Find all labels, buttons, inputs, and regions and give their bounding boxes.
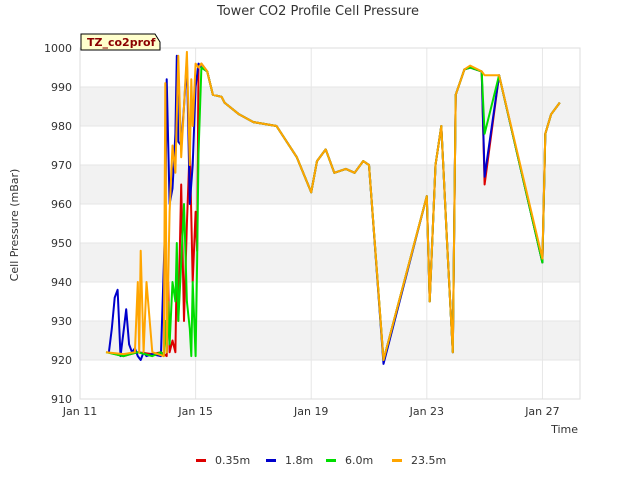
y-axis-label: Cell Pressure (mBar): [8, 169, 21, 282]
y-tick-label: 980: [51, 120, 72, 133]
tag-background: [80, 33, 161, 51]
y-tick-label: 1000: [44, 42, 72, 55]
grid-band: [80, 243, 580, 282]
legend-label: 0.35m: [215, 454, 250, 467]
legend-swatch: [326, 459, 336, 462]
y-tick-label: 910: [51, 393, 72, 406]
tag-label: TZ_co2prof: [87, 36, 156, 49]
legend-swatch: [266, 459, 276, 462]
x-tick-label: Jan 19: [293, 405, 328, 418]
x-axis: Jan 11 Jan 15 Jan 19 Jan 23 Jan 27: [62, 405, 560, 418]
x-tick-label: Jan 23: [409, 405, 444, 418]
legend: 0.35m 1.8m 6.0m 23.5m: [196, 454, 446, 467]
y-tick-label: 920: [51, 354, 72, 367]
series-line-23_5m: [105, 50, 561, 361]
grid-band: [80, 87, 580, 126]
grid-band: [80, 165, 580, 204]
x-tick-label: Jan 11: [62, 405, 97, 418]
y-tick-label: 960: [51, 198, 72, 211]
y-tick-label: 970: [51, 159, 72, 172]
plot-border: [79, 47, 581, 400]
x-axis-label: Time: [550, 423, 578, 436]
y-tick-label: 990: [51, 81, 72, 94]
y-axis: 910 920 930 940 950 960 970 980 990 1000: [44, 42, 72, 406]
legend-label: 6.0m: [345, 454, 373, 467]
legend-label: 1.8m: [285, 454, 313, 467]
chart-title: Tower CO2 Profile Cell Pressure: [216, 4, 419, 19]
series-layer: [105, 50, 561, 365]
legend-swatch: [392, 459, 402, 462]
tag-box: TZ_co2prof: [80, 33, 161, 51]
legend-label: 23.5m: [411, 454, 446, 467]
y-tick-label: 930: [51, 315, 72, 328]
x-tick-label: Jan 15: [177, 405, 212, 418]
y-tick-label: 950: [51, 237, 72, 250]
plot-area: [80, 48, 580, 399]
x-tick-label: Jan 27: [524, 405, 559, 418]
y-tick-label: 940: [51, 276, 72, 289]
legend-swatch: [196, 459, 206, 462]
